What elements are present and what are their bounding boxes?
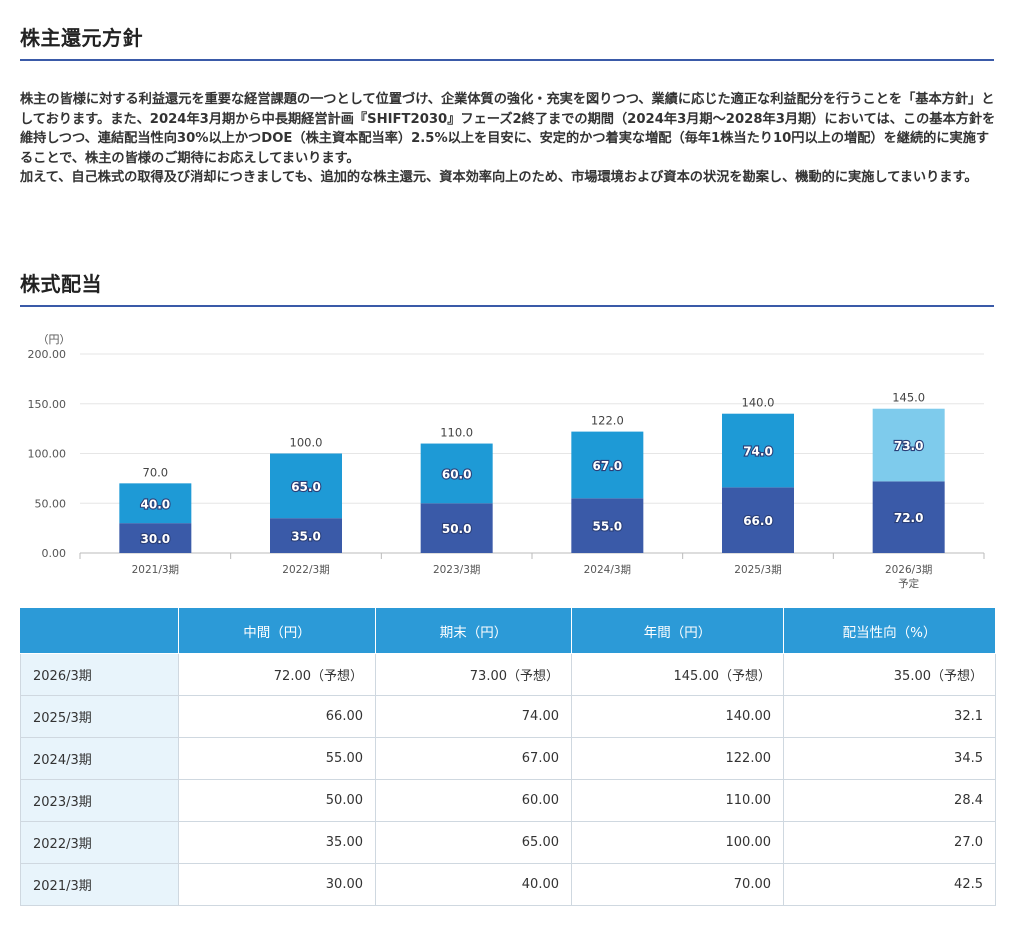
bar-segment-interim [722, 487, 794, 553]
bar-segment-interim [119, 523, 192, 553]
y-tick-label: 150.00 [28, 398, 67, 411]
dividend-section-title: 株式配当 [20, 268, 994, 307]
bar-segment-year-end [420, 443, 493, 504]
bar-data-label: 74.0 [743, 445, 773, 459]
table-header-year-end: 期末（円） [375, 607, 572, 654]
bar-segment-interim [420, 503, 493, 553]
table-cell-payout-ratio: 42.5 [783, 863, 996, 906]
bar-data-label: 72.0 [894, 511, 924, 525]
table-header-payout-ratio: 配当性向（%） [783, 607, 996, 654]
y-tick-label: 50.00 [35, 497, 67, 510]
table-row: 2024/3期 55.00 67.00 122.00 34.5 [20, 737, 996, 780]
bar-data-label: 30.0 [141, 532, 171, 546]
y-tick-label: 200.00 [28, 348, 67, 361]
table-cell-year-end: 65.00 [375, 821, 572, 864]
x-tick-label: 2023/3期 [433, 564, 480, 576]
table-header-row: 中間（円） 期末（円） 年間（円） 配当性向（%） [20, 607, 996, 654]
table-cell-year-end: 67.00 [375, 737, 572, 780]
bar-data-label: 60.0 [442, 467, 472, 481]
bar-data-label: 67.0 [593, 459, 623, 473]
bar-data-label: 40.0 [141, 497, 171, 511]
policy-text: 株主の皆様に対する利益還元を重要な経営課題の一つとして位置づけ、企業体質の強化・… [20, 90, 1000, 188]
table-cell-year-end: 60.00 [375, 779, 572, 822]
table-row: 2021/3期 30.00 40.00 70.00 42.5 [20, 863, 996, 906]
table-cell-year-end: 73.00（予想） [375, 653, 572, 696]
table-cell-payout-ratio: 34.5 [783, 737, 996, 780]
table-cell-period: 2022/3期 [20, 821, 179, 864]
bar-total-label: 70.0 [143, 465, 169, 479]
table-cell-annual: 110.00 [571, 779, 784, 822]
bar-data-label: 73.0 [894, 439, 924, 453]
table-header-annual: 年間（円） [571, 607, 784, 654]
x-tick-label: 2026/3期 [885, 564, 932, 576]
table-cell-annual: 145.00（予想） [571, 653, 784, 696]
table-cell-interim: 35.00 [178, 821, 376, 864]
table-cell-interim: 55.00 [178, 737, 376, 780]
y-tick-label: 0.00 [42, 547, 67, 560]
bar-data-label: 65.0 [291, 480, 321, 494]
table-cell-payout-ratio: 27.0 [783, 821, 996, 864]
table-cell-annual: 122.00 [571, 737, 784, 780]
table-cell-payout-ratio: 28.4 [783, 779, 996, 822]
bar-data-label: 55.0 [593, 520, 623, 534]
policy-paragraph-2: 加えて、自己株式の取得及び消却につきましても、追加的な株主還元、資本効率向上のた… [20, 170, 978, 185]
x-tick-label: 2024/3期 [584, 564, 631, 576]
bar-segment-year-end [722, 413, 794, 488]
bar-total-label: 140.0 [742, 396, 775, 410]
table-cell-payout-ratio: 35.00（予想） [783, 653, 996, 696]
table-cell-interim: 72.00（予想） [178, 653, 376, 696]
table-cell-year-end: 40.00 [375, 863, 572, 906]
bar-segment-interim [270, 518, 342, 553]
bar-total-label: 100.0 [290, 436, 323, 450]
table-cell-annual: 70.00 [571, 863, 784, 906]
bar-segment-year-end [119, 483, 192, 524]
table-header-interim: 中間（円） [178, 607, 376, 654]
bar-data-label: 35.0 [291, 530, 321, 544]
bar-total-label: 145.0 [892, 391, 925, 405]
bar-data-label: 66.0 [743, 514, 773, 528]
table-cell-period: 2021/3期 [20, 863, 179, 906]
bar-segment-interim [571, 498, 644, 553]
table-cell-interim: 66.00 [178, 695, 376, 738]
table-cell-period: 2023/3期 [20, 779, 179, 822]
table-cell-annual: 140.00 [571, 695, 784, 738]
bar-segment-year-end [571, 431, 644, 499]
table-row: 2023/3期 50.00 60.00 110.00 28.4 [20, 779, 996, 822]
table-cell-period: 2024/3期 [20, 737, 179, 780]
table-cell-annual: 100.00 [571, 821, 784, 864]
policy-paragraph-1: 株主の皆様に対する利益還元を重要な経営課題の一つとして位置づけ、企業体質の強化・… [20, 92, 996, 166]
bar-total-label: 122.0 [591, 414, 624, 428]
y-axis-label: （円） [38, 333, 71, 346]
table-cell-period: 2025/3期 [20, 695, 179, 738]
table-cell-interim: 30.00 [178, 863, 376, 906]
table-cell-period: 2026/3期 [20, 653, 179, 696]
bar-segment-year-end [872, 408, 945, 482]
bar-total-label: 110.0 [440, 426, 473, 440]
x-tick-sublabel: 予定 [898, 577, 919, 590]
y-tick-label: 100.00 [28, 448, 67, 461]
table-cell-year-end: 74.00 [375, 695, 572, 738]
policy-section-title: 株主還元方針 [20, 22, 994, 61]
dividend-chart-svg: （円） 0.00 50.00 100.00 150.00 200.00 30.0 40.0 70… [28, 333, 985, 590]
table-row: 2022/3期 35.00 65.00 100.00 27.0 [20, 821, 996, 864]
bar-segment-year-end [270, 453, 342, 519]
table-cell-interim: 50.00 [178, 779, 376, 822]
table-row: 2026/3期 72.00（予想） 73.00（予想） 145.00（予想） 3… [20, 653, 996, 696]
table-cell-payout-ratio: 32.1 [783, 695, 996, 738]
x-tick-label: 2025/3期 [734, 564, 781, 576]
bar-data-label: 50.0 [442, 522, 472, 536]
table-header-period [20, 607, 179, 654]
table-row: 2025/3期 66.00 74.00 140.00 32.1 [20, 695, 996, 738]
dividend-chart: （円） 0.00 50.00 100.00 150.00 200.00 30.0 40.0 70… [20, 326, 994, 596]
x-tick-label: 2021/3期 [132, 564, 179, 576]
dividend-table: 中間（円） 期末（円） 年間（円） 配当性向（%） 2026/3期 72.00（… [20, 607, 996, 906]
x-tick-label: 2022/3期 [282, 564, 329, 576]
bar-segment-interim [872, 481, 945, 553]
